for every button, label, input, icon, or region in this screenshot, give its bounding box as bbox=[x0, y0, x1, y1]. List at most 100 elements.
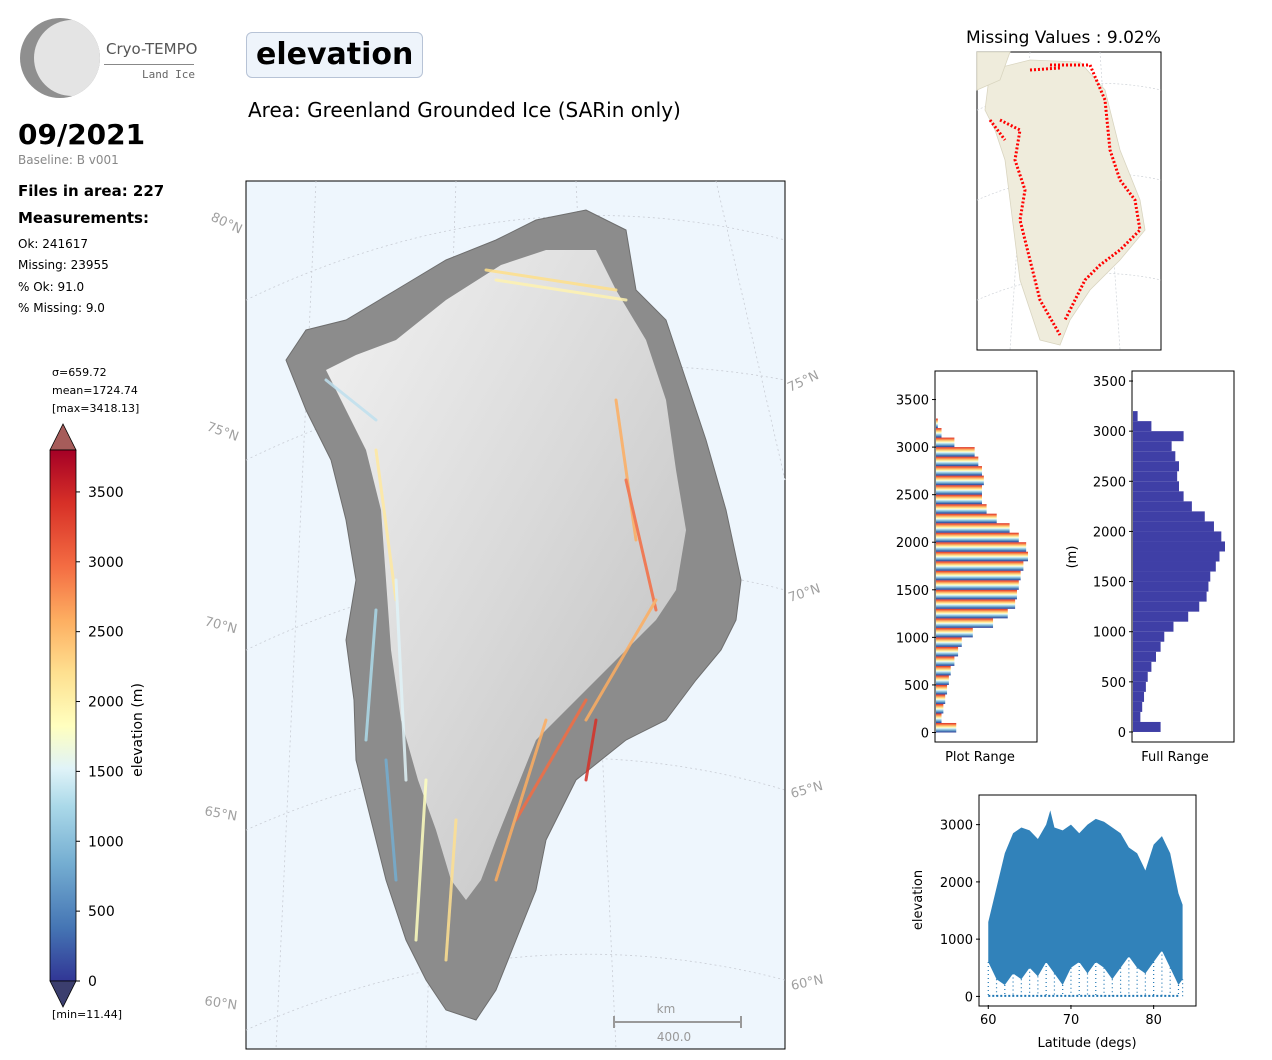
scatter-lat-elevation: 60 70 80 0 1000 2000 3000 Latitude (degs) elev… bbox=[911, 794, 1197, 1051]
scatter-ytick-label: 3000 bbox=[940, 819, 973, 834]
hist-bar bbox=[936, 551, 1028, 562]
hist-tick-label: 3000 bbox=[1093, 425, 1126, 440]
files-count: Files in area: 227 bbox=[18, 182, 165, 200]
baseline-label: Baseline: B v001 bbox=[18, 153, 119, 167]
missing-count: Missing: 23955 bbox=[18, 258, 109, 272]
area-subtitle: Area: Greenland Grounded Ice (SARin only… bbox=[248, 98, 681, 122]
hist-bar bbox=[936, 570, 1021, 581]
hist-bar bbox=[936, 485, 982, 495]
hist-tick-label: 500 bbox=[1101, 676, 1126, 691]
hist-tick-label: 0 bbox=[1118, 726, 1126, 741]
colorbar-tick-label: 1000 bbox=[88, 834, 124, 850]
colorbar-sigma: σ=659.72 bbox=[52, 366, 107, 379]
lat-label-right-60: 60°N bbox=[790, 972, 825, 993]
hist-bar bbox=[1133, 681, 1146, 692]
hist-bar bbox=[936, 684, 948, 695]
hist-tick-label: 2500 bbox=[1093, 475, 1126, 490]
missing-map-landmass bbox=[984, 59, 1146, 346]
hist2-xlabel: Full Range bbox=[1141, 750, 1209, 765]
scatter-cloud bbox=[988, 810, 1183, 985]
scatter-xtick-label: 70 bbox=[1063, 1013, 1080, 1028]
pct-missing: % Missing: 9.0 bbox=[18, 301, 105, 315]
hist-tick-label: 0 bbox=[921, 726, 929, 741]
hist-bar bbox=[1133, 651, 1156, 662]
hist-bar bbox=[1133, 611, 1189, 622]
date-label: 09/2021 bbox=[18, 118, 146, 151]
logo-subtitle: Land Ice bbox=[142, 68, 195, 81]
hist-bar bbox=[1133, 471, 1178, 482]
scatter-xlabel: Latitude (degs) bbox=[1037, 1036, 1136, 1051]
colorbar-mean: mean=1724.74 bbox=[52, 384, 138, 397]
map-tracks bbox=[324, 268, 658, 962]
hist-bar bbox=[936, 675, 949, 685]
colorbar-label: elevation (m) bbox=[130, 683, 146, 777]
lat-label-right-65: 65°N bbox=[789, 779, 825, 802]
hist-tick-label: 2500 bbox=[896, 489, 929, 504]
hist-bar bbox=[936, 694, 946, 704]
pct-ok: % Ok: 91.0 bbox=[18, 280, 85, 294]
scatter-xtick-label: 60 bbox=[980, 1013, 997, 1028]
scatter-ytick-label: 2000 bbox=[940, 876, 973, 891]
hist-bar bbox=[1133, 441, 1172, 452]
hist-bar bbox=[1133, 631, 1165, 642]
hist-bar bbox=[1133, 431, 1184, 442]
hist-bar bbox=[1133, 621, 1174, 632]
hist-bar bbox=[1133, 501, 1192, 512]
colorbar-tick-label: 3000 bbox=[88, 555, 124, 571]
hist-bar bbox=[1133, 671, 1148, 682]
hist-bar bbox=[1133, 661, 1152, 672]
hist-bar bbox=[936, 713, 942, 723]
hist-bar bbox=[1133, 491, 1184, 502]
hist-bar bbox=[936, 703, 944, 714]
hist-bar bbox=[936, 637, 962, 647]
lat-label-65: 65°N bbox=[203, 804, 238, 824]
hist-bar bbox=[936, 494, 982, 505]
hist-bar bbox=[936, 656, 955, 666]
hist-bar bbox=[1133, 451, 1176, 462]
hist-bar bbox=[936, 561, 1024, 571]
hist-tick-label: 1000 bbox=[1093, 626, 1126, 641]
hist-plot-range: 0 500 1000 1500 2000 2500 3000 3500 Plot Range bbox=[896, 370, 1038, 765]
hist-bar bbox=[1133, 421, 1152, 432]
hist-bar bbox=[936, 428, 942, 438]
hist2-ylabel: (m) bbox=[1065, 546, 1080, 569]
hist-tick-label: 500 bbox=[904, 679, 929, 694]
hist-bar bbox=[1133, 711, 1141, 722]
hist-bar bbox=[936, 589, 1017, 600]
colorbar-tick-label: 3500 bbox=[88, 485, 124, 501]
lat-label-70: 70°N bbox=[203, 614, 239, 637]
hist-bar bbox=[1133, 411, 1138, 422]
colorbar-tick-label: 2000 bbox=[88, 695, 124, 711]
scalebar-bar bbox=[613, 1016, 742, 1028]
hist-bar bbox=[1133, 701, 1143, 712]
colorbar-tick-label: 2500 bbox=[88, 625, 124, 641]
hist-tick-label: 1000 bbox=[896, 631, 929, 646]
hist-bar bbox=[936, 523, 1010, 533]
hist-tick-label: 1500 bbox=[1093, 576, 1126, 591]
hist-bar bbox=[936, 618, 994, 628]
hist-bar bbox=[936, 646, 959, 657]
measurements-heading: Measurements: bbox=[18, 209, 149, 227]
hist-bar bbox=[1133, 641, 1161, 652]
colorbar-tick-label: 0 bbox=[88, 974, 97, 990]
hist-bar bbox=[936, 475, 984, 486]
colorbar-max: [max=3418.13] bbox=[52, 402, 140, 415]
logo-divider bbox=[104, 64, 194, 65]
hist-bar bbox=[1133, 511, 1205, 522]
scatter-xtick-label: 80 bbox=[1145, 1013, 1162, 1028]
scalebar-unit: km bbox=[657, 1002, 676, 1016]
hist-bar bbox=[936, 437, 955, 448]
scatter-ytick-label: 0 bbox=[965, 990, 973, 1005]
lat-label-80: 80°N bbox=[208, 210, 244, 237]
hist-bar bbox=[936, 599, 1016, 609]
hist-tick-label: 3500 bbox=[896, 394, 929, 409]
missing-map bbox=[976, 51, 1162, 351]
hist-bar bbox=[936, 608, 1008, 619]
missing-map-title: Missing Values : 9.02% bbox=[966, 28, 1161, 48]
hist-bar bbox=[1133, 561, 1216, 572]
hist-bar bbox=[936, 513, 997, 524]
logo-name: Cryo-TEMPO bbox=[106, 40, 198, 58]
hist-bar bbox=[936, 447, 975, 457]
hist-bar bbox=[1133, 571, 1211, 582]
hist-bar bbox=[936, 466, 982, 476]
